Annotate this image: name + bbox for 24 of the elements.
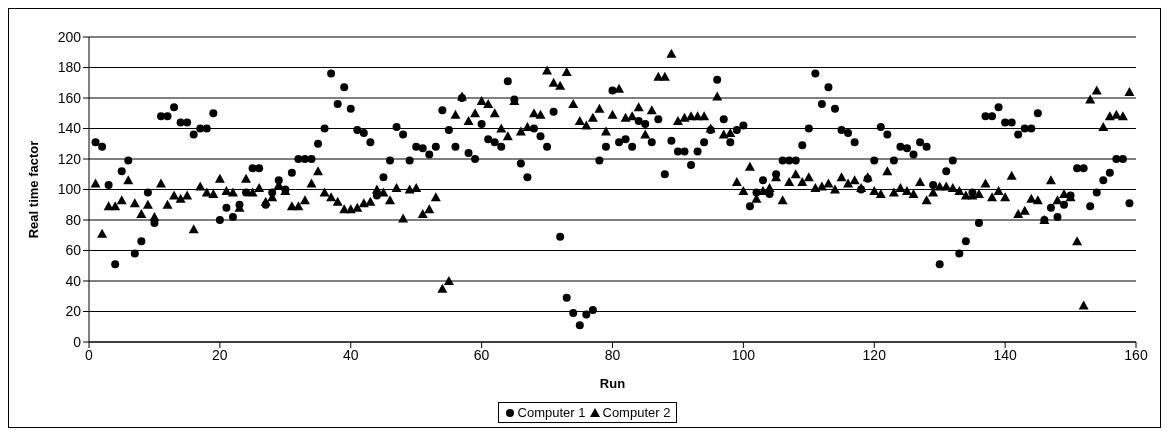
y-tick-label: 120 xyxy=(57,150,82,167)
y-tick-label: 80 xyxy=(65,211,82,228)
y-tick-label: 160 xyxy=(57,89,82,106)
x-tick-label: 120 xyxy=(862,346,887,363)
x-tick-label: 160 xyxy=(1124,346,1148,363)
y-tick-label: 180 xyxy=(57,59,82,76)
y-tick-label: 60 xyxy=(65,242,82,259)
x-tick-label: 0 xyxy=(85,346,94,363)
y-tick-label: 20 xyxy=(65,303,82,320)
x-tick-label: 140 xyxy=(993,346,1018,363)
x-tick-label: 40 xyxy=(342,346,359,363)
y-tick-label: 40 xyxy=(65,272,82,289)
legend-label: Computer 1 xyxy=(517,405,586,420)
legend-label: Computer 2 xyxy=(602,405,671,420)
y-tick-label: 0 xyxy=(73,333,82,350)
y-axis-title: Real time factor xyxy=(25,140,41,239)
x-tick-label: 20 xyxy=(212,346,228,363)
x-tick-label: 60 xyxy=(473,346,490,363)
x-tick-label: 80 xyxy=(604,346,621,363)
x-tick-label: 100 xyxy=(731,346,756,363)
y-tick-label: 100 xyxy=(57,181,82,198)
y-tick-label: 140 xyxy=(57,120,82,137)
y-tick-label: 200 xyxy=(57,28,82,45)
x-axis-title: Run xyxy=(599,376,626,391)
